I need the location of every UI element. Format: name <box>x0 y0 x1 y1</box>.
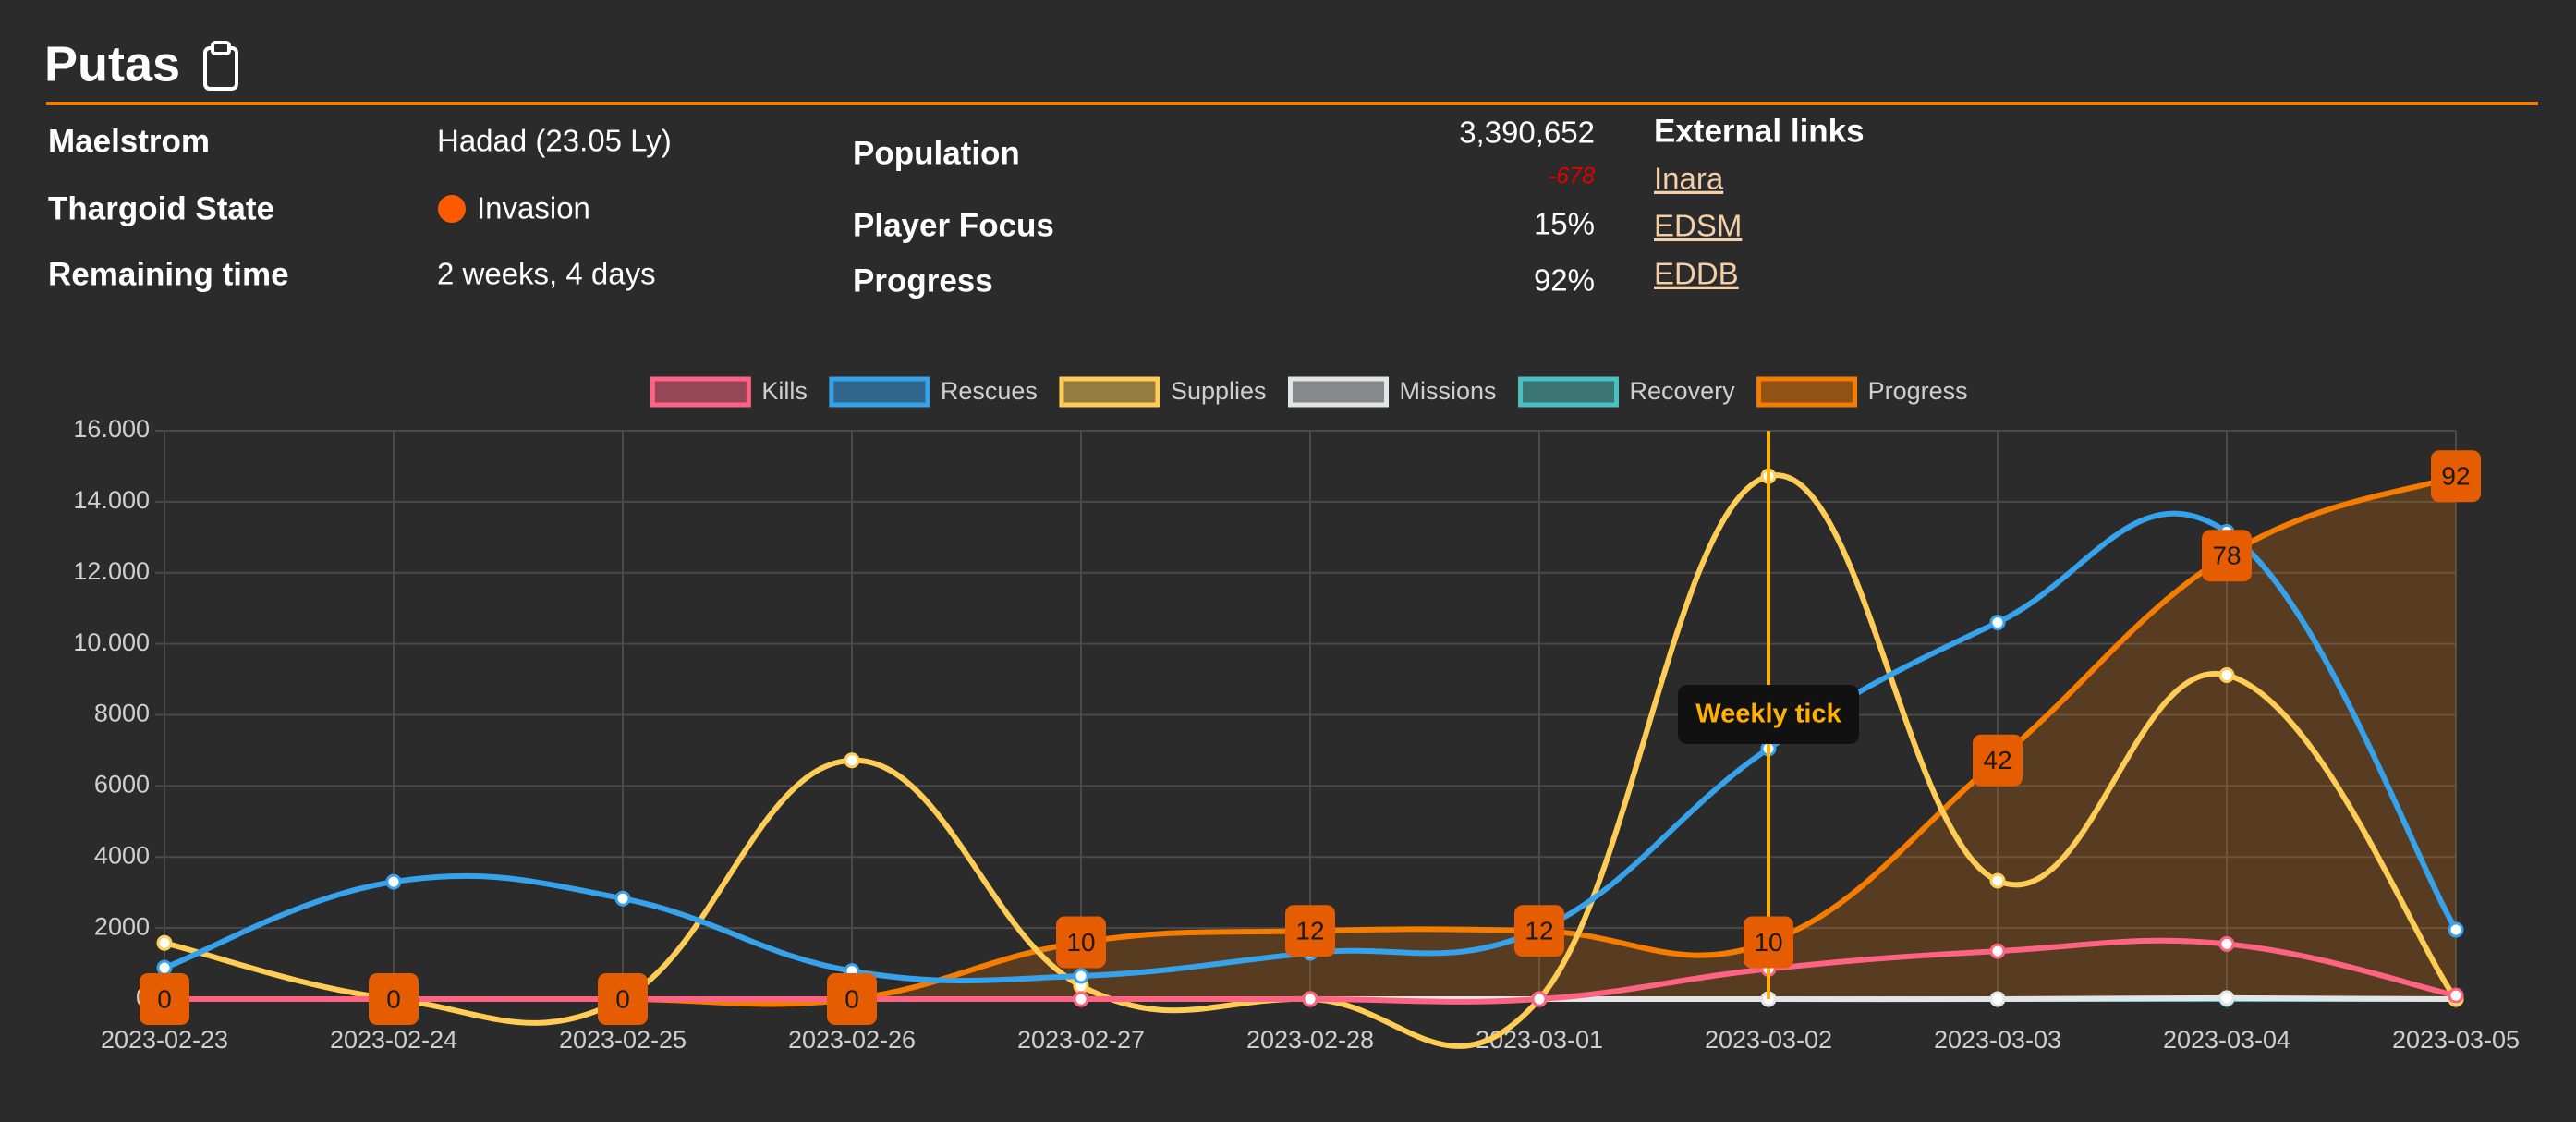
point <box>2448 921 2464 938</box>
point <box>1531 991 1548 1007</box>
data-label-box <box>2202 530 2252 582</box>
x-tick-label: 2023-03-04 <box>2163 1026 2290 1054</box>
point <box>2218 666 2235 683</box>
point <box>1989 872 2006 889</box>
legend-label: Recovery <box>1630 377 1736 405</box>
external-link[interactable]: EDSM <box>1654 209 1742 243</box>
clipboard-icon[interactable] <box>203 41 238 91</box>
point <box>1989 615 2006 631</box>
legend-swatch <box>1288 376 1390 408</box>
system-title: Putas <box>44 36 180 91</box>
x-tick-label: 2023-03-01 <box>1476 1026 1603 1054</box>
point <box>1302 991 1318 1007</box>
point <box>1073 968 1089 984</box>
y-tick-label: 12.000 <box>73 557 150 585</box>
legend-label: Rescues <box>941 377 1038 405</box>
data-label: 0 <box>615 984 630 1013</box>
annotation-box <box>1678 685 1859 744</box>
data-label-box <box>598 973 648 1025</box>
legend-label: Supplies <box>1171 377 1267 405</box>
stat-value: 15% <box>1534 207 1595 241</box>
x-tick-label: 2023-02-27 <box>1017 1026 1145 1054</box>
x-tick-label: 2023-03-02 <box>1705 1026 1832 1054</box>
data-label-box <box>1285 905 1335 957</box>
state-dot <box>438 195 466 223</box>
y-tick-label: 4000 <box>94 841 150 869</box>
data-label-box <box>1514 905 1564 957</box>
point <box>156 934 173 951</box>
point <box>2218 990 2235 1006</box>
x-tick-label: 2023-03-03 <box>1934 1026 2061 1054</box>
legend-swatch <box>1518 376 1620 408</box>
data-label: 12 <box>1295 917 1324 945</box>
links-title: External links <box>1654 113 1865 149</box>
y-tick-label: 16.000 <box>73 415 150 443</box>
data-label: 78 <box>2212 542 2241 570</box>
point <box>844 752 860 769</box>
field-value: Hadad (23.05 Ly) <box>437 124 672 158</box>
legend-swatch <box>1059 376 1160 408</box>
point <box>614 890 631 907</box>
y-tick-label: 6000 <box>94 771 150 799</box>
legend: Kills Rescues Supplies Missions Recovery Prog… <box>650 376 1968 408</box>
x-tick-label: 2023-02-26 <box>788 1026 916 1054</box>
data-label: 10 <box>1066 928 1095 957</box>
point <box>156 959 173 976</box>
data-label-box <box>1973 734 2023 787</box>
data-label: 0 <box>157 984 172 1013</box>
data-label-box <box>1744 916 1793 969</box>
series-line <box>163 510 2459 984</box>
data-label-box <box>1056 916 1106 969</box>
point <box>1073 991 1089 1007</box>
stat-value: 3,390,652 <box>1459 116 1595 150</box>
data-label-box <box>369 973 419 1025</box>
field-label: Maelstrom <box>48 123 210 159</box>
legend-swatch <box>829 376 930 408</box>
point <box>385 873 402 890</box>
data-label: 12 <box>1525 917 1553 945</box>
x-tick-label: 2023-02-28 <box>1246 1026 1374 1054</box>
field-label: Thargoid State <box>48 190 274 226</box>
legend-label: Kills <box>761 377 808 405</box>
legend-swatch <box>1756 376 1858 408</box>
legend-label: Progress <box>1868 377 1968 405</box>
data-label: 0 <box>844 984 859 1013</box>
field-label: Remaining time <box>48 256 289 292</box>
x-tick-label: 2023-02-25 <box>559 1026 687 1054</box>
data-label: 0 <box>386 984 401 1013</box>
x-tick-label: 2023-02-24 <box>330 1026 457 1054</box>
stat-change: -678 <box>1549 164 1595 189</box>
point <box>2448 987 2464 1004</box>
legend-label: Missions <box>1400 377 1497 405</box>
external-link[interactable]: Inara <box>1654 162 1724 196</box>
y-tick-label: 14.000 <box>73 486 150 514</box>
data-label: 42 <box>1983 746 2011 774</box>
stat-value: 92% <box>1534 263 1595 298</box>
field-value: 2 weeks, 4 days <box>437 257 656 291</box>
data-label-box <box>140 973 189 1025</box>
y-tick-label: 8000 <box>94 700 150 727</box>
legend-swatch <box>650 376 751 408</box>
x-tick-label: 2023-02-23 <box>101 1026 228 1054</box>
data-label: 92 <box>2441 462 2470 491</box>
point <box>2218 935 2235 952</box>
point <box>1989 943 2006 959</box>
point <box>1989 991 2006 1007</box>
annotation-label: Weekly tick <box>1695 700 1841 729</box>
data-label-box <box>2431 450 2481 503</box>
stat-label: Population <box>853 135 1020 171</box>
stat-label: Player Focus <box>853 207 1054 243</box>
data-label: 10 <box>1754 928 1782 957</box>
field-value: Invasion <box>477 191 590 226</box>
external-link[interactable]: EDDB <box>1654 257 1739 291</box>
x-tick-label: 2023-03-05 <box>2392 1026 2520 1054</box>
y-tick-label: 2000 <box>94 912 150 940</box>
area <box>164 476 2456 1005</box>
y-tick-label: 10.000 <box>73 628 150 656</box>
data-label-box <box>827 973 877 1025</box>
stat-label: Progress <box>853 262 993 299</box>
